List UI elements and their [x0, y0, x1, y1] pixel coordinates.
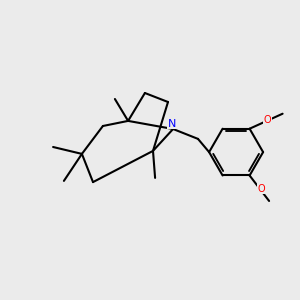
- Text: O: O: [264, 115, 272, 125]
- Text: N: N: [167, 118, 176, 129]
- Text: O: O: [258, 184, 266, 194]
